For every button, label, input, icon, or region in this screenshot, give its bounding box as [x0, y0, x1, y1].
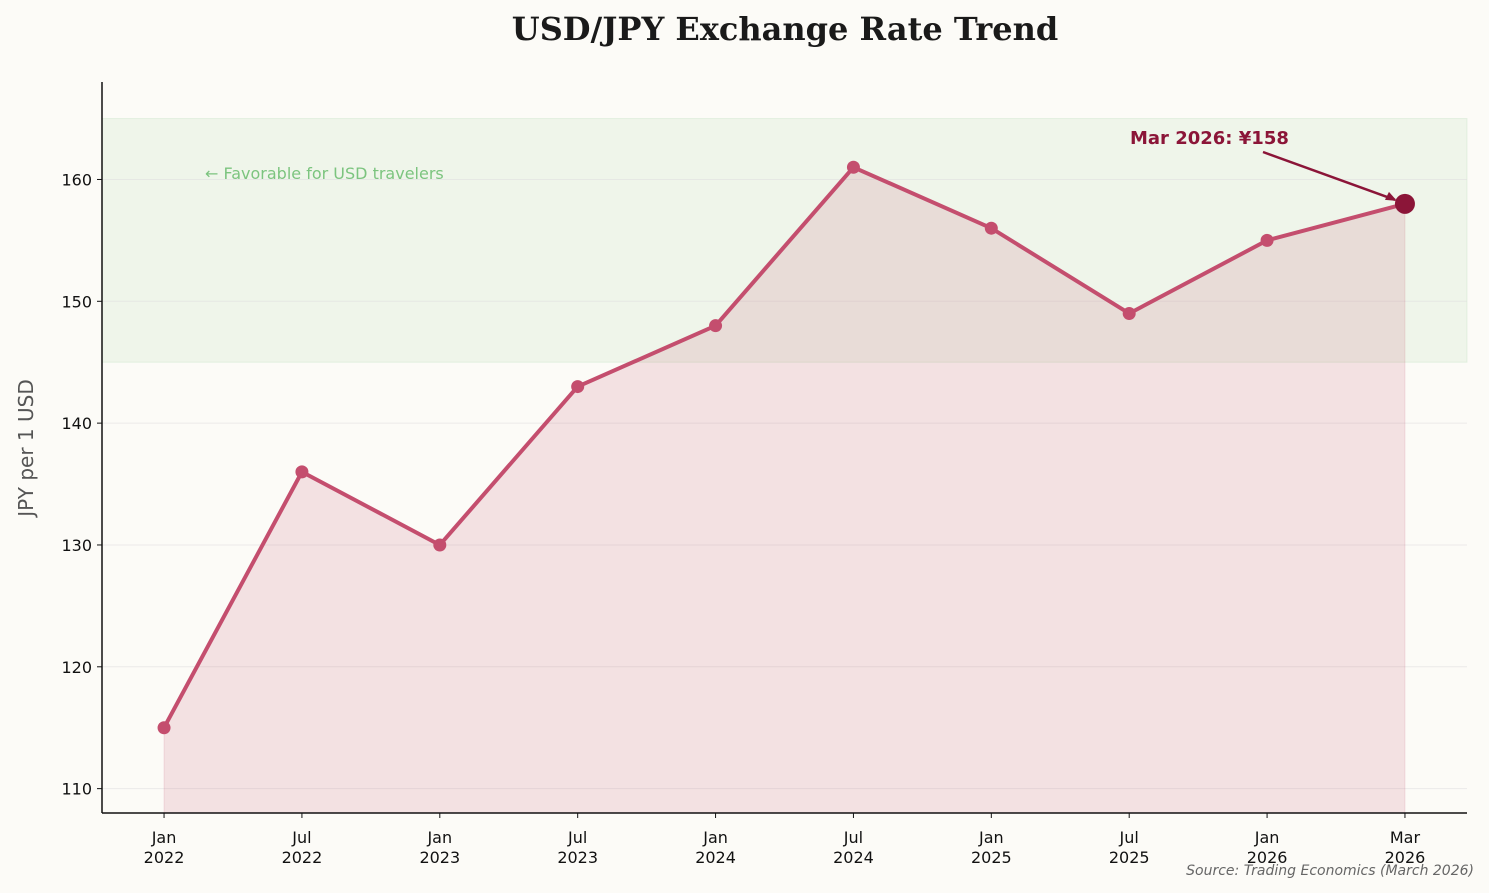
- data-point: [1260, 233, 1274, 247]
- y-tick-label: 130: [61, 536, 92, 555]
- y-tick-label: 160: [61, 170, 92, 189]
- x-tick-label: Jul 2024: [833, 828, 874, 867]
- favorable-band: [101, 118, 1468, 363]
- source-note: Source: Trading Economics (March 2026): [1186, 863, 1474, 879]
- data-point: [157, 721, 171, 735]
- data-point: [433, 538, 447, 552]
- x-tick-label: Jan 2023: [419, 828, 460, 867]
- y-axis-label: JPY per 1 USD: [14, 379, 38, 519]
- annotation-label: Mar 2026: ¥158: [1130, 128, 1289, 149]
- y-tick-label: 120: [61, 658, 92, 677]
- data-point: [1122, 306, 1136, 320]
- data-point: [984, 221, 998, 235]
- favorable-band-label: ← Favorable for USD travelers: [205, 164, 444, 183]
- y-tick-label: 140: [61, 414, 92, 433]
- x-tick-label: Jul 2023: [557, 828, 598, 867]
- y-tick-label: 110: [61, 780, 92, 799]
- y-tick-label: 150: [61, 292, 92, 311]
- series-line: [162, 165, 1406, 729]
- x-tick-label: Jul 2022: [282, 828, 323, 867]
- data-point: [295, 465, 309, 479]
- highlight-point: [1394, 193, 1415, 214]
- data-point: [709, 319, 723, 333]
- x-tick-label: Jan 2026: [1247, 828, 1288, 867]
- x-tick-label: Jan 2022: [144, 828, 185, 867]
- x-tick-label: Jul 2025: [1109, 828, 1150, 867]
- data-point: [571, 380, 585, 394]
- chart-title: USD/JPY Exchange Rate Trend: [512, 10, 1058, 48]
- annotation-arrowhead: [1384, 191, 1397, 201]
- x-tick-label: Jan 2024: [695, 828, 736, 867]
- annotation-arrow: [1262, 150, 1396, 202]
- data-point: [846, 160, 860, 174]
- x-tick-label: Jan 2025: [971, 828, 1012, 867]
- x-tick-label: Mar 2026: [1385, 828, 1426, 867]
